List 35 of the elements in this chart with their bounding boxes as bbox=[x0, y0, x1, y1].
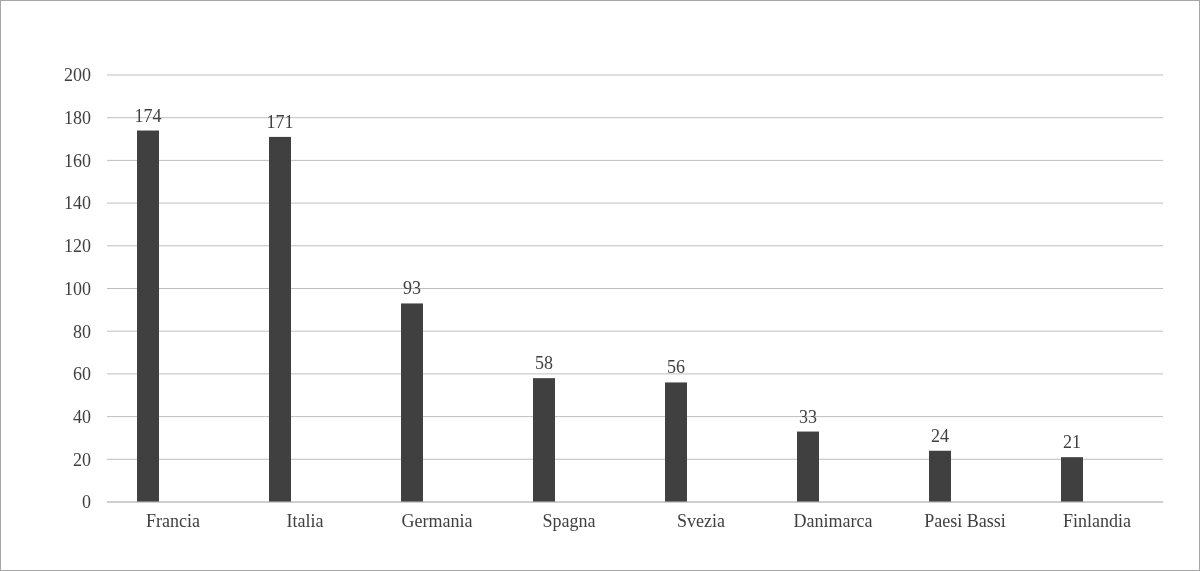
data-label: 58 bbox=[535, 353, 553, 374]
data-label: 56 bbox=[667, 357, 685, 378]
y-tick-label: 40 bbox=[73, 406, 91, 427]
data-label: 174 bbox=[134, 105, 162, 126]
bar bbox=[533, 378, 555, 502]
x-tick-label: Spagna bbox=[542, 511, 596, 531]
y-tick-label: 160 bbox=[64, 150, 91, 171]
bar bbox=[269, 136, 291, 502]
bar bbox=[665, 382, 687, 502]
y-tick-label: 180 bbox=[64, 108, 91, 128]
y-tick-label: 0 bbox=[82, 492, 91, 513]
data-label: 21 bbox=[1063, 432, 1081, 453]
bar bbox=[137, 130, 159, 502]
x-tick-label: Francia bbox=[146, 511, 200, 531]
x-tick-label: Danimarca bbox=[793, 511, 873, 531]
x-tick-label: Italia bbox=[286, 511, 324, 531]
y-tick-label: 100 bbox=[64, 278, 91, 299]
data-label: 93 bbox=[403, 278, 421, 299]
bar bbox=[1061, 457, 1083, 502]
y-tick-label: 140 bbox=[64, 193, 91, 214]
data-label: 33 bbox=[799, 406, 817, 427]
x-tick-label: Paesi Bassi bbox=[924, 511, 1006, 531]
bar bbox=[929, 450, 951, 502]
y-tick-label: 120 bbox=[64, 236, 91, 257]
data-label: 24 bbox=[931, 425, 949, 446]
x-tick-label: Finlandia bbox=[1063, 511, 1131, 531]
x-tick-label: Svezia bbox=[677, 511, 725, 531]
bar bbox=[797, 431, 819, 502]
bar bbox=[401, 303, 423, 502]
y-tick-label: 80 bbox=[73, 321, 91, 342]
x-tick-label: Germania bbox=[401, 511, 473, 531]
data-label: 171 bbox=[266, 111, 294, 132]
y-tick-label: 20 bbox=[73, 449, 91, 470]
y-tick-label: 200 bbox=[64, 65, 91, 86]
y-tick-label: 60 bbox=[73, 364, 91, 385]
